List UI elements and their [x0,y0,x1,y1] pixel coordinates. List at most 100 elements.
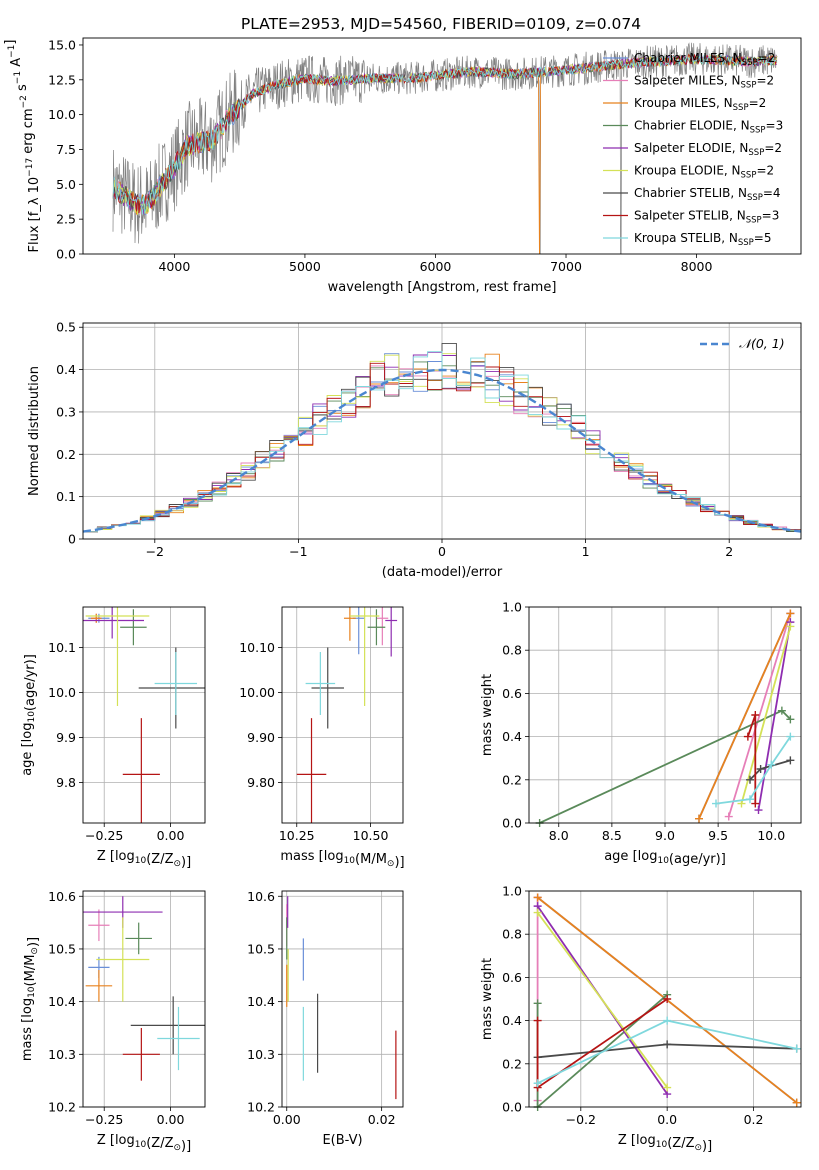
spectrum-xtick-label: 4000 [158,259,190,274]
spectrum-ytick-label: 5.0 [56,177,76,192]
weight_vs_age-ylabel: mass weight [480,674,495,756]
residuals-ytick-label: 0.5 [56,320,76,335]
age_vs_Z-ytick-label: 9.8 [56,775,76,790]
errorbar-salpeter-elodie [83,607,144,639]
errorbar-kroupa-elodie [85,607,150,706]
weight-marker-salpeter-stelib [751,711,760,719]
spectrum-xtick-label: 5000 [289,259,321,274]
mass_vs_EBV-xlabel: E(B-V) [322,1133,362,1148]
spectrum-frame [82,37,802,255]
weight-marker-kroupa-miles [533,893,542,902]
figure-title: PLATE=2953, MJD=54560, FIBERID=0109, z=0… [241,15,641,33]
spectrum-xlabel: wavelength [Angstrom, rest frame] [328,280,557,295]
spectrum-ytick-label: 7.5 [56,142,76,157]
residuals-xtick-label: 2 [725,544,733,559]
weight_vs_Z-axes: −0.2 0.0 0.2 0.0 0.2 0.4 0.6 0.8 1.0 [502,884,801,1127]
weight-marker-salpeter-stelib [743,732,752,741]
weight_vs_Z-xlabel: Z [log10(Z/Z⊙)] [618,1133,712,1154]
legend-label-kroupa-stelib: Kroupa STELIB, NSSP=5 [634,231,772,248]
weight-marker-salpeter-stelib [751,799,760,808]
errorbar-chabrier-stelib [130,996,205,1055]
weight_vs_Z-ytick-label: 0.4 [502,1013,522,1028]
weight_vs_Z-frame [528,890,802,1108]
weight-marker-kroupa-stelib [767,760,776,769]
age_vs_Z-xlabel: Z [log10(Z/Z⊙)] [97,849,191,870]
weight-marker-chabrier-elodie [786,715,795,724]
mass_vs_Z-ytick-label: 10.5 [48,941,76,956]
mass_vs_EBV-ytick-label: 10.5 [247,941,275,956]
residuals-xtick-label: −2 [146,544,164,559]
errorbar-salpeter-stelib [296,718,327,823]
age_vs_Z-ytick-label: 10.0 [48,685,76,700]
weight-marker-salpeter-elodie [754,806,763,815]
age_vs_mass-axes: 10.25 10.50 9.80 9.90 10.00 10.10 [239,607,403,843]
age_vs_Z-ylabel: age [log10(age/yr)] [20,654,38,776]
spectrum-ytick-label: 10.0 [48,107,76,122]
mass_vs_Z-ytick-label: 10.2 [48,1100,76,1115]
weight-line-kroupa-miles [698,613,792,820]
weight-marker-kroupa-miles [786,609,795,618]
age_vs_mass-xlabel: mass [log10(M/M⊙)] [280,849,404,870]
legend-label-salpeter-elodie: Salpeter ELODIE, NSSP=2 [634,141,782,158]
weight-marker-chabrier-elodie [777,706,786,715]
legend-label-chabrier-elodie: Chabrier ELODIE, NSSP=3 [634,119,783,136]
weight-marker-kroupa-stelib [746,795,754,804]
weight_vs_Z-xtick-label: 0.0 [657,1112,677,1127]
weight-line-salpeter-miles [727,613,792,817]
weight_vs_age-xlabel: age [log10(age/yr)] [604,849,726,867]
age_vs_mass-xtick-label: 10.50 [353,828,389,843]
mass_vs_EBV-xtick-label: 0.00 [273,1112,301,1127]
errorbar-salpeter-miles [376,607,389,646]
errorbar-chabrier-elodie [125,922,152,955]
spectrum-model-kroupa-stelib [112,54,778,215]
weight-marker-kroupa-stelib [792,1044,801,1053]
residuals-xtick-label: 0 [438,544,446,559]
mass_vs_Z-xtick-label: −0.25 [85,1112,123,1127]
mass_vs_EBV-ytick-label: 10.4 [247,994,275,1009]
errorbar-chabrier-stelib [311,647,344,729]
residuals-ytick-label: 0.4 [56,362,76,377]
legend-label-kroupa-elodie: Kroupa ELODIE, NSSP=2 [634,164,774,181]
age_vs_mass-ytick-label: 9.90 [247,730,275,745]
weight_vs_Z-ytick-label: 1.0 [502,884,522,899]
weight_vs_Z-xtick-label: −0.2 [566,1112,596,1127]
errorbar-chabrier-elodie [367,609,386,646]
mass_vs_EBV-ytick-label: 10.6 [247,889,275,904]
weight_vs_age-ytick-label: 0.6 [502,686,522,701]
spectrum-ylabel: Flux [f_λ 10−17 erg cm−2 s−1 A−1] [3,40,42,253]
errorbar-kroupa-stelib [157,1006,200,1071]
errorbar-kroupa-miles [85,970,113,1002]
errorbar-kroupa-miles [343,607,356,641]
errorbar-salpeter-stelib [122,718,160,823]
legend-label-salpeter-stelib: Salpeter STELIB, NSSP=3 [634,209,779,226]
legend-label-chabrier-stelib: Chabrier STELIB, NSSP=4 [634,186,781,203]
weight-marker-salpeter-stelib [663,995,672,1003]
errorbar-kroupa-elodie [349,607,380,706]
spectrum-xtick-label: 8000 [681,259,713,274]
weight_vs_age-ytick-label: 0.0 [502,816,522,831]
legend-label-salpeter-miles: Salpeter MILES, NSSP=2 [634,74,774,91]
weight_vs_Z-ytick-label: 0.6 [502,970,522,985]
normal-reference-curve [83,368,801,533]
spectrum-model-chabrier-stelib [112,54,777,214]
weight_vs_age-xtick-label: 8.0 [549,828,569,843]
errorbar-salpeter-stelib [122,1027,160,1081]
weight-marker-chabrier-stelib [663,1040,672,1049]
spectrum-axes: 4000 5000 6000 7000 8000 0.0 2.5 5.0 7.5 10.0 12.5… [48,37,712,274]
weight_vs_Z-ytick-label: 0.0 [502,1100,522,1115]
weight-marker-chabrier-stelib [756,765,765,773]
age_vs_mass-frame [281,606,404,824]
spectrum-ytick-label: 12.5 [48,72,76,87]
errorbar-kroupa-stelib [305,652,336,715]
residuals-xtick-label: 1 [582,544,590,559]
errorbar-chabrier-elodie [120,609,147,646]
weight_vs_age-ytick-label: 0.2 [502,772,522,787]
weight-line-salpeter-elodie [757,621,792,811]
age_vs_Z-frame [82,606,206,824]
weight_vs_age-xtick-label: 8.5 [602,828,622,843]
residuals-ytick-label: 0 [68,532,76,547]
residuals-ylabel: Normed distribution [27,366,42,496]
weight_vs_age-ytick-label: 0.4 [502,729,522,744]
spectrum-ytick-label: 15.0 [48,37,76,52]
